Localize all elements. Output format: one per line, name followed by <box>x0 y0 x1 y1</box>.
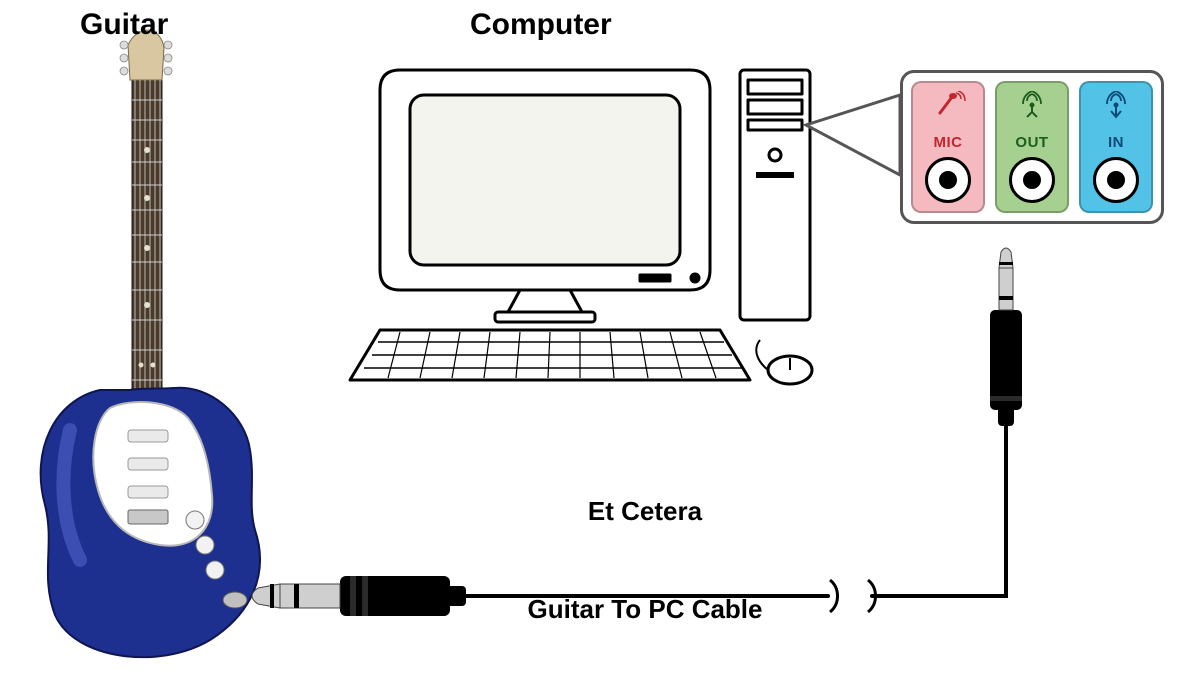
in-port: IN <box>1079 81 1153 213</box>
mic-port: MIC <box>911 81 985 213</box>
out-port-label: OUT <box>1015 134 1048 151</box>
quarter-inch-plug <box>252 576 466 616</box>
mic-icon <box>928 91 968 119</box>
in-port-label: IN <box>1108 134 1124 151</box>
cable-label-line1: Et Cetera <box>470 495 820 528</box>
computer-illustration <box>350 70 812 384</box>
mic-jack <box>925 157 971 203</box>
out-jack <box>1009 157 1055 203</box>
in-jack <box>1093 157 1139 203</box>
computer-label: Computer <box>470 8 612 42</box>
guitar-label: Guitar <box>80 8 168 42</box>
guitar-illustration <box>41 30 260 657</box>
speaker-out-icon <box>1012 91 1052 119</box>
out-port: OUT <box>995 81 1069 213</box>
cable-label-line2: Guitar To PC Cable <box>470 593 820 626</box>
mic-port-label: MIC <box>934 134 963 151</box>
port-callout <box>806 95 900 175</box>
line-in-icon <box>1096 91 1136 119</box>
cable-label: Et Cetera Guitar To PC Cable (CAB819) <box>470 430 820 675</box>
audio-ports-panel: MIC OUT <box>900 70 1164 224</box>
mini-plug <box>990 248 1022 426</box>
